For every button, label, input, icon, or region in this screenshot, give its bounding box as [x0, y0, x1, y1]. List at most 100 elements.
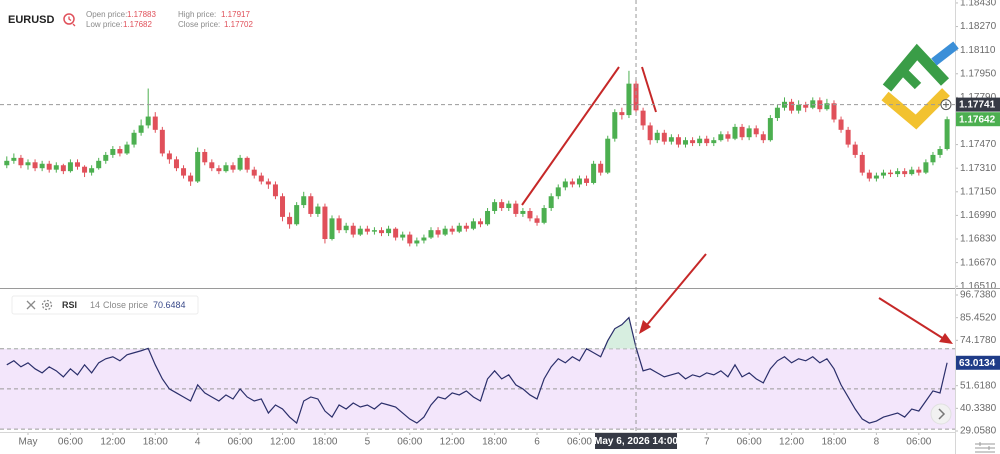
- y-tick-label: 51.6180: [960, 380, 997, 391]
- candle-body: [506, 203, 512, 209]
- candle-body: [463, 225, 469, 229]
- candle-body: [633, 83, 639, 111]
- button-circle: [930, 403, 952, 425]
- candle-body: [767, 118, 773, 141]
- candle-body: [562, 181, 568, 188]
- y-tick-label: 1.17790: [960, 92, 997, 103]
- candle-body: [371, 230, 377, 232]
- candle-body: [421, 237, 427, 241]
- high-value: 1.17917: [221, 10, 250, 19]
- candle-body: [393, 228, 399, 238]
- logo-blue: [931, 41, 959, 66]
- y-tick-label: 1.16830: [960, 234, 997, 245]
- candle-body: [322, 206, 328, 240]
- scroll-right-button[interactable]: [930, 403, 952, 425]
- candle-body: [661, 132, 667, 142]
- candle-body: [909, 169, 915, 175]
- candle-body: [668, 137, 674, 142]
- x-tick-label: 06:00: [58, 437, 83, 448]
- candle-body: [619, 112, 625, 116]
- candle-body: [810, 100, 816, 108]
- candle-body: [626, 83, 632, 116]
- candle-body: [46, 163, 52, 170]
- candle-body: [202, 151, 208, 163]
- low-label: Low price:: [86, 20, 122, 29]
- x-tick-label: May: [19, 437, 38, 448]
- candle-body: [379, 230, 384, 234]
- candle-body: [329, 218, 335, 240]
- candle-body: [492, 202, 498, 211]
- candle-body: [82, 166, 88, 173]
- candle-body: [131, 132, 137, 145]
- annotation-line: [521, 66, 620, 206]
- candle-body: [732, 126, 738, 139]
- candle-body: [209, 162, 215, 169]
- candle-body: [923, 162, 929, 173]
- candle-body: [555, 187, 561, 197]
- candle-body: [704, 138, 710, 144]
- x-tick-label: 18:00: [143, 437, 168, 448]
- candle-body: [152, 116, 158, 130]
- x-tick-label: 06:00: [906, 437, 931, 448]
- candle-body: [181, 168, 187, 176]
- indicator-settings-button[interactable]: [41, 299, 53, 311]
- rsi-source: Close price: [103, 300, 148, 310]
- candle-body: [386, 228, 392, 234]
- candle-body: [350, 225, 356, 235]
- candle-body: [237, 157, 243, 170]
- y-tick-label: 1.16670: [960, 257, 997, 268]
- x-tick-label: 4: [195, 437, 201, 448]
- candle-body: [301, 196, 307, 206]
- candle-body: [605, 138, 611, 173]
- candle-body: [789, 101, 795, 111]
- logo-yellow: [881, 88, 950, 130]
- candle-body: [173, 159, 179, 169]
- candle-body: [760, 134, 766, 141]
- candle-body: [166, 153, 172, 160]
- close-value: 1.17702: [224, 20, 253, 29]
- y-tick-label: 1.18110: [960, 45, 996, 56]
- candle-body: [569, 181, 575, 185]
- candle-body: [18, 157, 24, 166]
- candle-body: [272, 184, 278, 197]
- candle-body: [576, 178, 582, 185]
- candle-body: [584, 178, 590, 183]
- candle-body: [746, 128, 752, 138]
- clock-hands: [68, 16, 76, 27]
- last-price-label-box: [956, 112, 1000, 127]
- crosshair-add-icon-plus: [943, 101, 949, 108]
- y-tick-label: 96.7380: [960, 290, 997, 301]
- y-tick-label: 74.1780: [960, 335, 997, 346]
- rsi-last-label-box: [956, 355, 1000, 370]
- logo-green-bar: [900, 68, 922, 90]
- logo: [881, 41, 959, 130]
- clock-icon[interactable]: [63, 13, 76, 27]
- candle-body: [414, 240, 420, 244]
- x-tick-label: 18:00: [821, 437, 846, 448]
- x-tick-label: 12:00: [100, 437, 125, 448]
- candle-body: [718, 134, 724, 141]
- axis-settings-button[interactable]: [975, 442, 995, 453]
- candle-body: [831, 103, 837, 120]
- y-tick-label: 1.16990: [960, 210, 997, 221]
- candle-body: [96, 160, 102, 169]
- rsi-name: RSI: [62, 300, 77, 310]
- rsi-line: [6, 316, 948, 425]
- crosshair-price-label-box: [956, 97, 1000, 112]
- candle-body: [774, 107, 780, 119]
- candle-body: [859, 154, 865, 173]
- candle-body: [110, 149, 116, 155]
- candle-body: [591, 163, 597, 183]
- candle-body: [336, 218, 342, 231]
- candle-body: [513, 203, 519, 214]
- candle-body: [852, 144, 858, 155]
- candle-body: [902, 171, 908, 175]
- candle-body: [937, 149, 943, 155]
- candle-body: [499, 202, 505, 209]
- candle-body: [690, 140, 696, 144]
- rsi-current-value: 70.6484: [153, 300, 186, 310]
- remove-indicator-button[interactable]: [26, 300, 36, 310]
- candle-body: [287, 216, 293, 225]
- candle-body: [449, 228, 455, 232]
- candle-body: [895, 171, 901, 175]
